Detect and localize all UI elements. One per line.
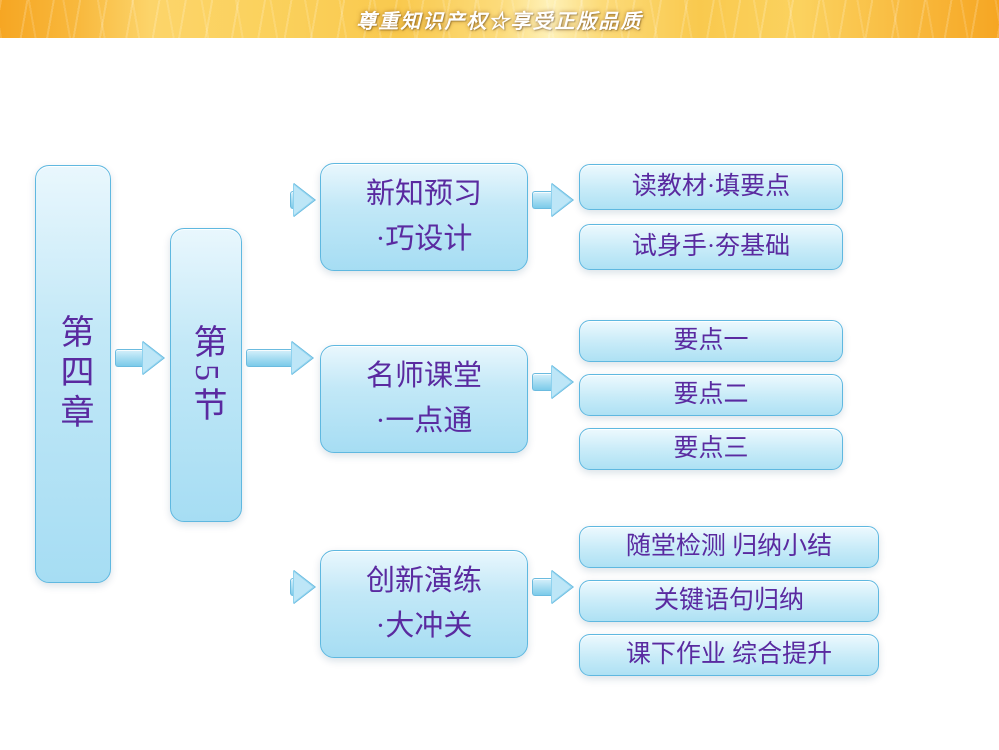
leaf-b-2: 要点三: [579, 428, 843, 470]
leaf-b-1: 要点二: [579, 374, 843, 416]
node-a: 新知预习·巧设计: [320, 163, 528, 271]
leaf-c-2: 课下作业 综合提升: [579, 634, 879, 676]
node-section-label: 第5节: [173, 318, 239, 433]
arrow-icon: [290, 183, 316, 217]
node-section: 第5节: [170, 228, 242, 522]
arrow-icon: [532, 183, 574, 217]
banner-text: 尊重知识产权☆享受正版品质: [357, 5, 643, 34]
leaf-c-0: 随堂检测 归纳小结: [579, 526, 879, 568]
node-a-label: 新知预习·巧设计: [356, 166, 492, 268]
node-chapter: 第四章: [35, 165, 111, 583]
arrow-icon: [246, 341, 314, 375]
leaf-b-2-label: 要点三: [663, 426, 758, 472]
node-c-label: 创新演练·大冲关: [356, 553, 492, 655]
node-chapter-label: 第四章: [40, 308, 106, 440]
leaf-b-0: 要点一: [579, 320, 843, 362]
leaf-c-2-label: 课下作业 综合提升: [616, 632, 842, 678]
node-b-label: 名师课堂·一点通: [356, 348, 492, 450]
leaf-c-1: 关键语句归纳: [579, 580, 879, 622]
leaf-b-0-label: 要点一: [663, 318, 758, 364]
arrow-icon: [532, 365, 574, 399]
leaf-a-1: 试身手·夯基础: [579, 224, 843, 270]
node-b: 名师课堂·一点通: [320, 345, 528, 453]
leaf-a-0-label: 读教材·填要点: [622, 164, 800, 210]
arrow-icon: [290, 570, 316, 604]
leaf-a-1-label: 试身手·夯基础: [622, 224, 800, 270]
arrow-icon: [115, 341, 165, 375]
leaf-c-0-label: 随堂检测 归纳小结: [616, 524, 842, 570]
leaf-c-1-label: 关键语句归纳: [644, 578, 814, 624]
top-banner: 尊重知识产权☆享受正版品质: [0, 0, 999, 38]
leaf-a-0: 读教材·填要点: [579, 164, 843, 210]
arrow-icon: [532, 570, 574, 604]
node-c: 创新演练·大冲关: [320, 550, 528, 658]
leaf-b-1-label: 要点二: [663, 372, 758, 418]
diagram-stage: 第四章 第5节 新知预习·巧设计名师课堂·一点通创新演练·大冲关 读教材·填要点试身手…: [0, 38, 999, 750]
